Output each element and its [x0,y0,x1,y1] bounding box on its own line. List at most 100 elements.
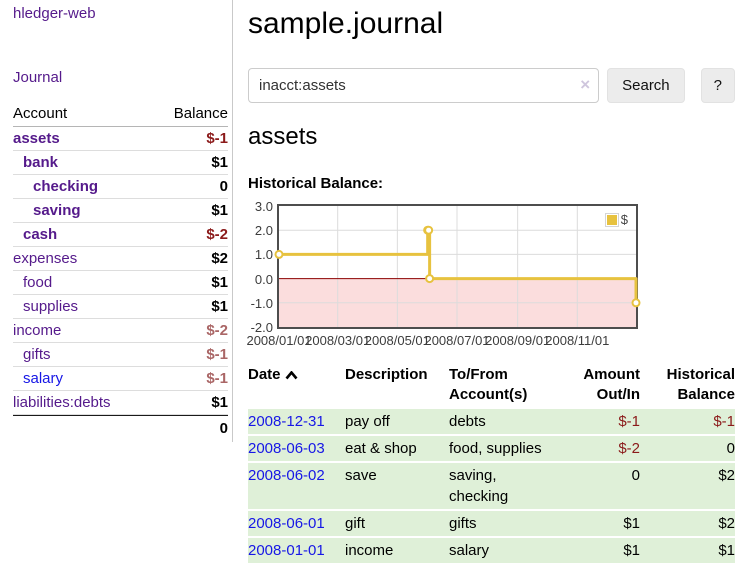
y-axis-tick-label: 3.0 [254,199,273,214]
account-link[interactable]: supplies [23,298,79,315]
app-title-link[interactable]: hledger-web [13,5,96,22]
transaction-description-cell: save [345,463,449,509]
legend-label: $ [620,212,628,227]
transaction-date-link[interactable]: 2008-12-31 [248,413,325,430]
transaction-date-cell: 2008-06-01 [248,511,345,536]
y-axis-tick-label: 1.0 [254,247,273,263]
accounts-list: assets $-1 bank $1 checking 0 saving $1 cash $-2 e… [13,127,228,415]
transaction-amount-cell: $-2 [579,436,640,461]
y-axis-tick-label: 0.0 [254,271,273,287]
transaction-balance-cell: $-1 [640,409,735,434]
chart-legend: $ [603,211,630,228]
transactions-header-row: Date Description To/From Account(s) Amou… [248,363,735,407]
sidebar-item-journal[interactable]: Journal [13,69,63,86]
transaction-description-cell: income [345,538,449,563]
search-input-wrap: × [248,68,600,103]
account-row: food $1 [13,271,228,295]
account-link[interactable]: expenses [13,250,78,267]
search-button[interactable]: Search [607,68,685,103]
account-link[interactable]: bank [23,154,59,171]
chart-canvas [274,206,641,327]
transaction-description-cell: eat & shop [345,436,449,461]
account-link[interactable]: assets [13,130,60,147]
search-form: × Search ? [248,68,735,103]
account-row: liabilities:debts $1 [13,391,228,415]
account-row: saving $1 [13,199,228,223]
account-row: expenses $2 [13,247,228,271]
help-button[interactable]: ? [700,68,735,103]
chart-plot-area: $ [274,204,641,329]
transactions-table: Date Description To/From Account(s) Amou… [248,361,735,565]
account-balance: $-1 [206,370,228,387]
y-axis-tick-label: 2.0 [254,223,273,239]
column-header-date[interactable]: Date [248,363,345,407]
account-link[interactable]: liabilities:debts [13,394,111,411]
transaction-accounts-cell: debts [449,409,579,434]
transaction-row: 2008-01-01 income salary $1 $1 [248,538,735,563]
account-balance: $-1 [206,130,228,147]
account-row: checking 0 [13,175,228,199]
transaction-amount-cell: $1 [579,511,640,536]
transaction-row: 2008-12-31 pay off debts $-1 $-1 [248,409,735,434]
account-balance: $1 [211,298,228,315]
transaction-row: 2008-06-01 gift gifts $1 $2 [248,511,735,536]
transaction-balance-cell: $1 [640,538,735,563]
accounts-header-balance: Balance [173,105,228,122]
accounts-header-account: Account [13,105,68,122]
account-balance: $1 [211,202,228,219]
x-axis-tick-label: 2008/01/01 [246,333,312,348]
column-header-description: Description [345,366,428,383]
chart-title: Historical Balance: [248,175,384,192]
account-row: supplies $1 [13,295,228,319]
transaction-accounts-cell: gifts [449,511,579,536]
transaction-date-cell: 2008-06-02 [248,463,345,509]
transaction-row: 2008-06-03 eat & shop food, supplies $-2 0 [248,436,735,461]
column-header-amount: Amount Out/In [583,366,640,403]
account-row: cash $-2 [13,223,228,247]
transaction-amount-cell: $-1 [579,409,640,434]
x-axis-tick-label: 2008/05/01 [364,333,430,348]
transaction-accounts-cell: salary [449,538,579,563]
account-balance: $1 [211,394,228,411]
transaction-balance-cell: 0 [640,436,735,461]
transaction-row: 2008-06-02 save saving, checking 0 $2 [248,463,735,509]
column-header-accounts: To/From Account(s) [449,366,528,403]
transaction-balance-cell: $2 [640,463,735,509]
account-row: income $-2 [13,319,228,343]
account-balance: $-2 [206,226,228,243]
y-axis-tick-label: -2.0 [250,320,273,335]
historical-balance-chart: $ 3.0 2.0 1.0 0.0 -1.0 -2.0 2008/01/01 2008/03… [246,199,735,349]
sort-ascending-icon [285,366,298,386]
x-axis-tick-label: 2008/07/01 [424,333,490,348]
search-input[interactable] [248,68,600,103]
account-link[interactable]: salary [23,370,64,387]
sidebar: hledger-web Journal Account Balance asse… [0,0,233,442]
account-link[interactable]: food [23,274,53,291]
account-link[interactable]: checking [33,178,99,195]
x-axis-tick-label: 2008/03/01 [305,333,371,348]
transaction-date-cell: 2008-12-31 [248,409,345,434]
transaction-date-link[interactable]: 2008-06-03 [248,440,325,457]
transaction-date-link[interactable]: 2008-01-01 [248,542,325,559]
account-row: assets $-1 [13,127,228,151]
page-title: sample.journal [248,7,444,40]
account-row: salary $-1 [13,367,228,391]
transaction-date-cell: 2008-06-03 [248,436,345,461]
account-link[interactable]: cash [23,226,58,243]
legend-swatch-icon [605,213,618,226]
account-link[interactable]: income [13,322,62,339]
account-row: bank $1 [13,151,228,175]
clear-search-icon[interactable]: × [580,75,591,94]
accounts-total-row: 0 [13,415,228,441]
account-link[interactable]: saving [33,202,81,219]
transaction-date-link[interactable]: 2008-06-02 [248,467,325,484]
account-balance: $1 [211,274,228,291]
account-balance: $-2 [206,322,228,339]
account-link[interactable]: gifts [23,346,51,363]
account-balance: $2 [211,250,228,267]
x-axis-tick-label: 2008/09/01 [485,333,551,348]
accounts-header-row: Account Balance [13,102,228,127]
transaction-date-link[interactable]: 2008-06-01 [248,515,325,532]
transaction-accounts-cell: saving, checking [449,463,579,509]
transaction-accounts-cell: food, supplies [449,436,579,461]
